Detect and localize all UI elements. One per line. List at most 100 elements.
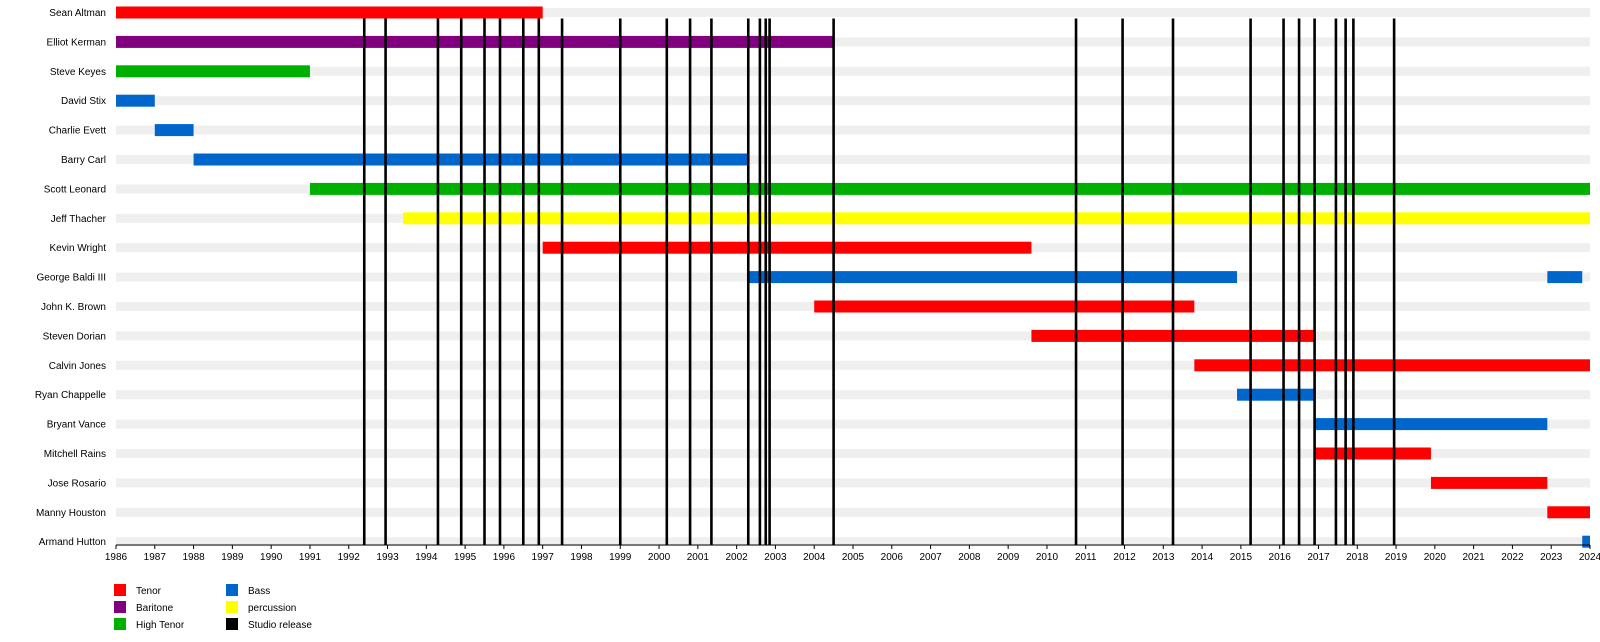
tenure-bar-david-stix-1 — [116, 94, 155, 107]
x-tick-label-2003: 2003 — [764, 552, 787, 563]
tenure-bar-manny-houston-1 — [1547, 506, 1590, 519]
tenure-bar-scott-leonard-1 — [309, 182, 1590, 195]
x-tick-label-1997: 1997 — [532, 552, 555, 563]
tenure-bar-bryant-vance-1 — [1314, 418, 1548, 431]
member-label-george-baldi-iii: George Baldi III — [37, 273, 106, 284]
x-tick-label-1998: 1998 — [570, 552, 593, 563]
x-tick-label-2022: 2022 — [1501, 552, 1524, 563]
x-tick-label-2002: 2002 — [726, 552, 749, 563]
member-label-mitchell-rains: Mitchell Rains — [44, 449, 106, 460]
tenure-bar-mitchell-rains-1 — [1314, 447, 1431, 460]
x-tick-label-2001: 2001 — [687, 552, 710, 563]
row-background-ryan-chappelle — [116, 390, 1590, 400]
x-tick-label-1990: 1990 — [260, 552, 283, 563]
legend-label-high-tenor: High Tenor — [136, 620, 185, 631]
tenure-bar-calvin-jones-1 — [1194, 359, 1590, 372]
x-tick-label-2021: 2021 — [1463, 552, 1486, 563]
row-background-jose-rosario — [116, 478, 1590, 488]
x-tick-label-1989: 1989 — [221, 552, 244, 563]
x-tick-label-2005: 2005 — [842, 552, 865, 563]
x-tick-label-2016: 2016 — [1269, 552, 1292, 563]
row-background-mitchell-rains — [116, 449, 1590, 458]
member-label-calvin-jones: Calvin Jones — [49, 361, 106, 372]
tenure-bar-john-k-brown-1 — [814, 300, 1195, 313]
row-background-manny-houston — [116, 507, 1590, 517]
x-tick-label-2010: 2010 — [1036, 552, 1059, 563]
x-tick-label-1988: 1988 — [182, 552, 205, 563]
x-axis: 1986 1987 1988 1989 1990 1991 1992 1993 1994 1995… — [105, 544, 1600, 563]
x-tick-label-1996: 1996 — [493, 552, 516, 563]
tenure-bar-armand-hutton-1 — [1582, 535, 1590, 548]
legend-swatch-tenor — [114, 584, 126, 596]
x-tick-label-1994: 1994 — [415, 552, 438, 563]
tenure-bars — [116, 6, 1590, 548]
x-tick-label-2006: 2006 — [881, 552, 904, 563]
x-tick-label-2017: 2017 — [1307, 552, 1330, 563]
tenure-bar-sean-altman-1 — [116, 6, 543, 19]
x-tick-label-2020: 2020 — [1424, 552, 1447, 563]
tenure-bar-elliot-kerman-1 — [116, 35, 834, 48]
x-tick-label-2024: 2024 — [1579, 552, 1600, 563]
legend-label-baritone: Baritone — [136, 603, 174, 614]
x-tick-label-2018: 2018 — [1346, 552, 1369, 563]
x-tick-label-1999: 1999 — [609, 552, 632, 563]
row-background-david-stix — [116, 96, 1590, 106]
member-label-david-stix: David Stix — [61, 96, 106, 107]
legend-label-percussion: percussion — [248, 603, 296, 614]
tenure-bar-george-baldi-iii-1 — [748, 271, 1238, 284]
tenure-bar-jose-rosario-1 — [1430, 476, 1548, 489]
member-label-steve-keyes: Steve Keyes — [50, 67, 106, 78]
x-tick-label-2013: 2013 — [1152, 552, 1175, 563]
studio-release-lines — [362, 18, 1396, 545]
row-background-steven-dorian — [116, 331, 1590, 341]
x-tick-label-2019: 2019 — [1385, 552, 1408, 563]
legend-swatch-percussion — [226, 601, 238, 613]
tenure-bar-george-baldi-iii-2 — [1547, 271, 1583, 284]
legend: Tenor Baritone High Tenor Bass percussion Stu… — [114, 584, 312, 631]
row-background-charlie-evett — [116, 125, 1590, 135]
tenure-bar-jeff-thacher-1 — [403, 212, 1590, 225]
x-tick-label-1992: 1992 — [338, 552, 361, 563]
member-label-jeff-thacher: Jeff Thacher — [51, 214, 107, 225]
row-background-bryant-vance — [116, 419, 1590, 429]
member-label-elliot-kerman: Elliot Kerman — [47, 37, 106, 48]
legend-swatch-high-tenor — [114, 618, 126, 630]
legend-swatch-baritone — [114, 601, 126, 613]
x-tick-label-1993: 1993 — [376, 552, 399, 563]
x-tick-label-2015: 2015 — [1230, 552, 1253, 563]
legend-label-tenor: Tenor — [136, 586, 162, 597]
member-label-steven-dorian: Steven Dorian — [43, 331, 106, 342]
x-tick-label-2023: 2023 — [1540, 552, 1563, 563]
member-label-john-k-brown: John K. Brown — [41, 302, 106, 313]
member-label-bryant-vance: Bryant Vance — [47, 420, 107, 431]
x-tick-label-2014: 2014 — [1191, 552, 1214, 563]
row-background-armand-hutton — [116, 537, 1590, 547]
x-tick-label-2000: 2000 — [648, 552, 671, 563]
x-tick-label-1987: 1987 — [144, 552, 167, 563]
legend-label-bass: Bass — [248, 586, 270, 597]
member-label-jose-rosario: Jose Rosario — [48, 478, 107, 489]
member-label-sean-altman: Sean Altman — [49, 8, 106, 19]
row-background-elliot-kerman — [116, 37, 1590, 47]
x-tick-label-2004: 2004 — [803, 552, 826, 563]
member-label-manny-houston: Manny Houston — [36, 508, 106, 519]
x-tick-label-1995: 1995 — [454, 552, 477, 563]
row-background-calvin-jones — [116, 360, 1590, 370]
x-tick-label-2008: 2008 — [958, 552, 981, 563]
tenure-bar-steve-keyes-1 — [116, 65, 310, 78]
member-label-barry-carl: Barry Carl — [61, 155, 106, 166]
x-tick-label-2007: 2007 — [919, 552, 942, 563]
legend-swatch-bass — [226, 584, 238, 596]
x-tick-label-1991: 1991 — [299, 552, 322, 563]
tenure-bar-kevin-wright-1 — [542, 241, 1032, 254]
legend-label-studio-release: Studio release — [248, 620, 312, 631]
member-label-armand-hutton: Armand Hutton — [39, 537, 106, 548]
legend-swatch-studio-release — [226, 618, 238, 630]
member-label-scott-leonard: Scott Leonard — [44, 184, 106, 195]
tenure-bar-ryan-chappelle-1 — [1237, 388, 1315, 401]
row-background-sean-altman — [116, 8, 1590, 17]
tenure-bar-barry-carl-1 — [193, 153, 749, 166]
x-tick-label-2009: 2009 — [997, 552, 1020, 563]
row-background-steve-keyes — [116, 66, 1590, 76]
